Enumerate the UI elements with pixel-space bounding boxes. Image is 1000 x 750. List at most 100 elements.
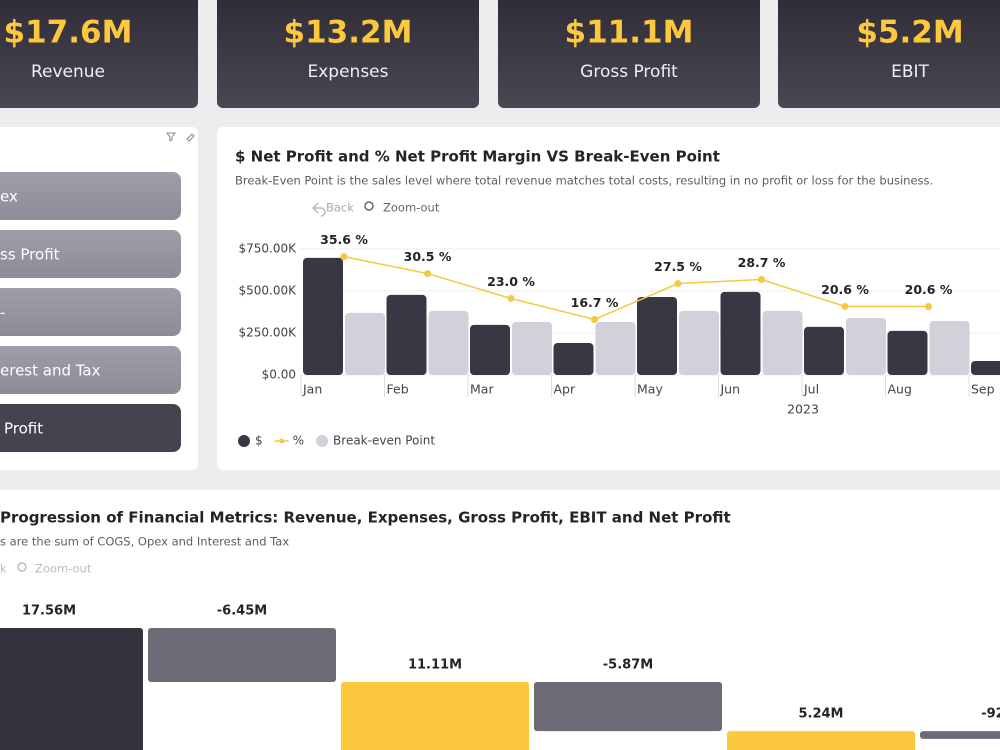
chart-subtitle: Break-Even Point is the sales level wher… <box>235 174 933 188</box>
waterfall-bar <box>0 628 143 750</box>
data-label: 27.5 % <box>654 259 702 274</box>
bar <box>553 343 594 375</box>
data-label: 17.56M <box>22 604 76 619</box>
x-tick-label: Apr <box>554 382 576 397</box>
kpi-value: $5.2M <box>856 15 963 51</box>
bar <box>762 310 803 375</box>
kpi-card <box>217 0 479 108</box>
slicer-button[interactable] <box>0 288 181 336</box>
bar <box>971 361 1000 375</box>
chart-title: $ Net Profit and % Net Profit Margin VS … <box>235 148 720 166</box>
slicer-label: erest and Tax <box>0 362 101 380</box>
waterfall-bar <box>148 628 336 683</box>
data-label: 5.24M <box>798 707 843 722</box>
bar <box>512 322 552 375</box>
data-label: -920.00K <box>981 707 1000 722</box>
slicer-button[interactable] <box>0 172 181 220</box>
filter-icon[interactable] <box>166 132 176 142</box>
bar <box>846 317 886 375</box>
data-label: 20.6 % <box>905 282 953 297</box>
slicer-button[interactable] <box>0 404 181 452</box>
bar <box>595 322 636 375</box>
x-tick-label: Feb <box>387 382 409 397</box>
bar <box>386 294 427 375</box>
legend-swatch <box>279 438 285 444</box>
bar <box>303 257 343 375</box>
toolbar-button[interactable]: k <box>0 562 7 576</box>
kpi-value: $11.1M <box>565 15 694 51</box>
bar <box>428 310 469 375</box>
waterfall-bar <box>727 731 915 750</box>
bar <box>345 312 385 375</box>
chart-panel <box>0 490 1000 750</box>
y-tick-label: $750.00K <box>239 241 298 255</box>
line-point <box>507 295 515 303</box>
slicer-button[interactable] <box>0 230 181 278</box>
bar <box>804 326 844 375</box>
data-label: 20.6 % <box>821 282 869 297</box>
kpi-label: Revenue <box>31 62 105 82</box>
zoom-icon <box>17 562 27 572</box>
line-point <box>591 315 598 323</box>
data-label: -6.45M <box>217 604 267 619</box>
chart-title: Progression of Financial Metrics: Revenu… <box>0 509 731 527</box>
data-label: -5.87M <box>603 658 653 673</box>
line-point <box>758 276 765 284</box>
bar <box>929 320 970 375</box>
x-tick-label: Jun <box>720 382 741 397</box>
x-tick-label: Jan <box>302 382 322 397</box>
data-label: 28.7 % <box>738 255 786 270</box>
data-label: 23.0 % <box>487 274 535 289</box>
kpi-card <box>778 0 1000 108</box>
bar <box>887 330 928 375</box>
legend-swatch <box>238 435 250 447</box>
zoom-icon <box>364 201 374 211</box>
kpi-value: $17.6M <box>4 15 133 51</box>
x-tick-label: Aug <box>888 382 912 397</box>
chart-panel <box>217 127 1000 470</box>
x-tick-label: Sep <box>971 382 995 397</box>
data-label: 30.5 % <box>404 249 452 264</box>
line-point <box>424 270 431 278</box>
slicer-label: Profit <box>4 420 43 438</box>
kpi-label: Expenses <box>308 62 389 82</box>
waterfall-bar <box>341 682 529 750</box>
line-point <box>841 302 849 310</box>
kpi-label: EBIT <box>891 62 929 82</box>
bar <box>720 291 761 375</box>
y-tick-label: $0.00 <box>262 368 296 382</box>
bar <box>637 296 677 375</box>
slicer-label: ex <box>0 188 18 206</box>
kpi-card <box>498 0 760 108</box>
bar <box>470 324 510 375</box>
data-label: 16.7 % <box>571 295 619 310</box>
eraser-icon[interactable] <box>186 133 195 142</box>
chart-subtitle: s are the sum of COGS, Opex and Interest… <box>0 535 289 549</box>
kpi-value: $13.2M <box>284 15 413 51</box>
legend-label: $ <box>255 434 263 448</box>
toolbar-button[interactable]: Back <box>326 201 354 215</box>
bar <box>679 310 719 375</box>
x-tick-label: May <box>637 382 663 397</box>
back-icon <box>311 202 326 217</box>
legend-label: Break-even Point <box>333 434 435 448</box>
legend-swatch <box>316 435 329 447</box>
slicer-button[interactable] <box>0 346 181 394</box>
data-label: 35.6 % <box>320 232 368 247</box>
line-point <box>925 302 932 310</box>
x-tick-label: Mar <box>470 382 494 397</box>
line-point <box>674 280 682 288</box>
toolbar-button[interactable]: Zoom-out <box>383 201 440 215</box>
line-point <box>340 253 348 261</box>
kpi-label: Gross Profit <box>580 62 678 82</box>
data-label: 11.11M <box>408 658 462 673</box>
toolbar-button[interactable]: Zoom-out <box>35 562 92 576</box>
slicer-label: ss Profit <box>0 246 60 264</box>
waterfall-bar <box>920 731 1000 739</box>
x-axis-label: 2023 <box>787 402 819 417</box>
y-tick-label: $250.00K <box>239 325 298 339</box>
slicer-label: - <box>0 304 5 322</box>
x-tick-label: Jul <box>803 382 819 397</box>
